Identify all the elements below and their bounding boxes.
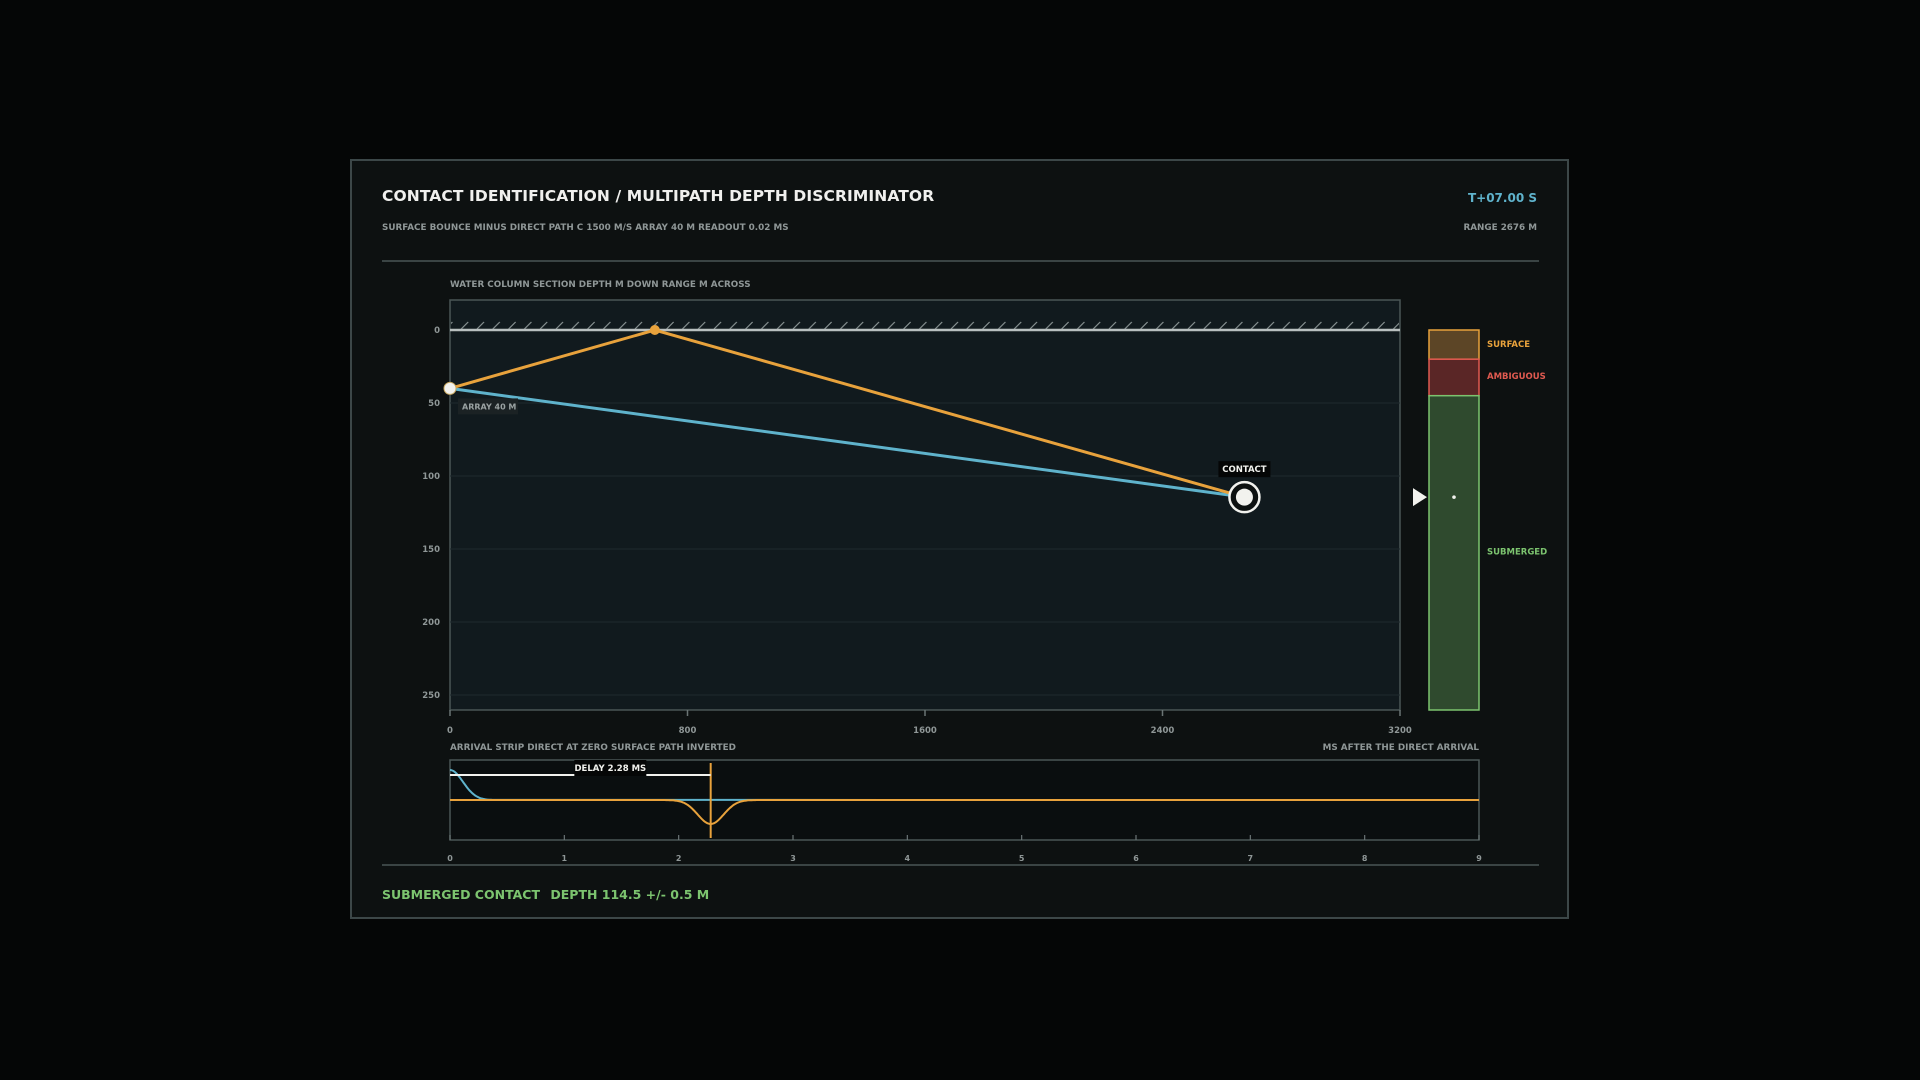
depth-tick-label: 250 <box>422 691 440 701</box>
classification-label: SUBMERGED CONTACT <box>382 887 541 902</box>
zone-label-surface: SURFACE <box>1487 340 1530 350</box>
depth-gridlines <box>450 402 1400 696</box>
range-tick-label: 3200 <box>1388 726 1412 736</box>
zone-depth-indicator <box>1452 495 1456 499</box>
zone-submerged <box>1428 394 1480 711</box>
strip-tick-label: 5 <box>1019 854 1025 863</box>
zone-label-ambiguous: AMBIGUOUS <box>1487 372 1546 382</box>
strip-tick-label: 1 <box>562 854 568 863</box>
depth-tick-label: 150 <box>422 545 440 555</box>
panel-subtitle: SURFACE BOUNCE MINUS DIRECT PATH C 1500 … <box>382 223 789 233</box>
strip-tick-label: 0 <box>447 854 453 863</box>
range-tick-label: 2400 <box>1151 726 1175 736</box>
array-depth-label: ARRAY 40 M <box>462 402 516 411</box>
strip-tick-label: 2 <box>676 854 682 863</box>
strip-tick-label: 7 <box>1248 854 1254 863</box>
zone-ambiguous <box>1428 358 1480 397</box>
range-tick-label: 0 <box>447 726 453 736</box>
delay-tag: DELAY 2.28 MS <box>574 760 647 776</box>
contact-core <box>1235 488 1253 506</box>
strip-tick-label: 4 <box>905 854 911 863</box>
strip-tick-label: 8 <box>1362 854 1368 863</box>
bounce-point-marker <box>649 325 660 335</box>
surface-arrival-trace <box>450 799 1479 826</box>
classification-status: SUBMERGED CONTACT DEPTH 114.5 +/- 0.5 M <box>382 887 715 902</box>
depth-tick-label: 50 <box>428 399 440 409</box>
strip-tick-label: 3 <box>790 854 796 863</box>
direct-path-ray <box>449 386 1245 499</box>
strip-unit-caption: MS AFTER THE DIRECT ARRIVAL <box>1323 743 1480 753</box>
elapsed-time-readout: T+07.00 S <box>1467 191 1537 205</box>
panel-title: CONTACT IDENTIFICATION / MULTIPATH DEPTH… <box>382 187 935 205</box>
zone-surface <box>1428 329 1480 360</box>
range-axis: 0 800 1600 2400 3200 <box>447 710 1412 736</box>
range-readout: RANGE 2676 M <box>1463 223 1537 233</box>
header-divider <box>382 260 1539 262</box>
zone-label-submerged: SUBMERGED <box>1487 548 1547 558</box>
depth-estimate: DEPTH 114.5 +/- 0.5 M <box>550 887 710 902</box>
depth-axis: 0 50 100 150 200 250 <box>422 326 440 701</box>
depth-pointer-icon <box>1413 488 1427 507</box>
classification-zone-bar: SURFACE AMBIGUOUS SUBMERGED <box>1428 329 1547 711</box>
sea-surface-hatching <box>451 321 1399 331</box>
contact-tag: CONTACT <box>1218 461 1271 478</box>
depth-tick-label: 100 <box>422 472 440 482</box>
array-tag: ARRAY 40 M <box>458 398 518 415</box>
depth-tick-label: 0 <box>434 326 440 336</box>
footer-divider <box>382 864 1539 866</box>
strip-time-axis: 0 1 2 3 4 5 6 7 8 9 <box>447 835 1482 863</box>
delay-label: DELAY 2.28 MS <box>575 764 647 774</box>
strip-caption: ARRIVAL STRIP DIRECT AT ZERO SURFACE PAT… <box>450 743 736 753</box>
strip-tick-label: 6 <box>1133 854 1139 863</box>
range-tick-label: 1600 <box>913 726 937 736</box>
contact-marker[interactable] <box>1228 480 1261 514</box>
range-tick-label: 800 <box>679 726 697 736</box>
strip-tick-label: 9 <box>1476 854 1482 863</box>
contact-label: CONTACT <box>1222 465 1267 475</box>
array-marker <box>443 381 457 395</box>
section-caption: WATER COLUMN SECTION DEPTH M DOWN RANGE … <box>450 280 751 290</box>
depth-tick-label: 200 <box>422 618 440 628</box>
